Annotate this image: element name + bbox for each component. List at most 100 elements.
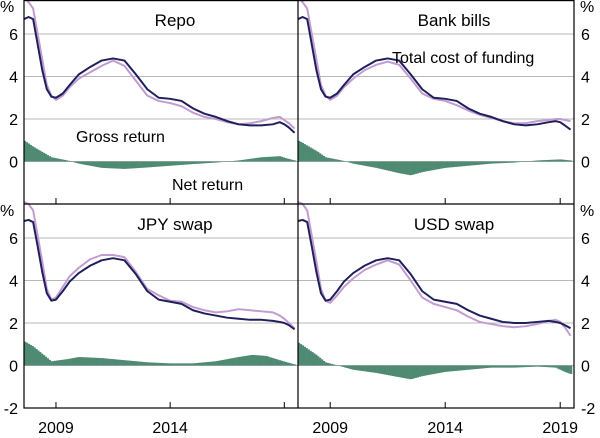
net-return-bar	[178, 363, 181, 366]
net-return-bar	[185, 363, 188, 366]
net-return-bar	[545, 365, 548, 368]
gridlines	[24, 33, 574, 366]
net-return-bar	[149, 161, 152, 168]
net-return-bar	[65, 160, 69, 162]
net-return-bar	[345, 365, 349, 368]
net-return-bar	[508, 161, 511, 163]
net-return-bar	[275, 359, 278, 366]
net-return-bar	[187, 363, 190, 366]
y-tick-label-right: 4	[581, 70, 590, 87]
net-return-bar	[235, 160, 238, 162]
net-return-bar	[269, 357, 272, 366]
net-return-bar	[309, 147, 312, 162]
net-return-bar	[219, 360, 223, 366]
net-return-bar	[267, 356, 270, 366]
x-tick-label: 2009	[312, 420, 348, 437]
net-return-bar	[216, 361, 219, 366]
net-return-bar	[342, 160, 345, 162]
net-return-bar	[552, 159, 556, 162]
net-return-bar	[109, 358, 112, 366]
net-return-bar	[265, 156, 268, 162]
net-return-bar	[25, 142, 29, 162]
net-return-bar	[238, 356, 242, 366]
net-return-bar	[411, 365, 414, 379]
net-return-bar	[221, 359, 225, 366]
net-return-bar	[504, 161, 508, 163]
net-return-bar	[195, 161, 198, 164]
net-return-bar	[380, 365, 383, 374]
tick-labels: 0 0 2 2 4 4 6 6 -2 -2 0 0 2 2 4 4 6 6 2009 2014 2009 2014 2019	[4, 27, 596, 437]
net-return-bar	[478, 161, 481, 165]
net-return-bar	[130, 360, 133, 366]
net-return-bar	[441, 161, 444, 169]
net-return-bar	[105, 161, 108, 169]
net-return-bar	[566, 160, 569, 162]
net-return-bar	[263, 355, 266, 366]
gross-return-line	[24, 0, 296, 130]
net-return-bar	[382, 365, 385, 375]
net-return-bar	[65, 359, 69, 366]
panel-title: USD swap	[414, 215, 494, 234]
net-return-bar	[487, 365, 490, 368]
net-return-bar	[254, 158, 257, 162]
net-return-bar	[388, 365, 391, 376]
net-return-bar	[391, 161, 395, 172]
net-return-bar	[506, 161, 510, 163]
y-tick-label-right: 2	[581, 316, 590, 333]
net-return-bar	[516, 161, 519, 163]
net-return-bar	[218, 360, 221, 366]
net-return-bar	[480, 161, 483, 165]
net-return-bar	[357, 161, 360, 165]
y-tick-label-left: -2	[4, 401, 18, 418]
net-return-bar	[476, 365, 479, 369]
net-return-bar	[292, 364, 295, 366]
net-return-bar	[476, 161, 479, 165]
net-return-bar	[115, 359, 118, 366]
net-return-bar	[537, 160, 540, 162]
net-return-bar	[535, 160, 538, 162]
net-return-bar	[143, 161, 147, 168]
net-return-bar	[399, 365, 402, 378]
net-return-bar	[113, 359, 116, 366]
net-return-bar	[491, 365, 494, 368]
net-return-bar	[491, 161, 494, 164]
x-tick-label: 2009	[38, 420, 74, 437]
net-return-bar	[149, 362, 152, 366]
net-return-bar	[37, 149, 40, 162]
net-return-bar	[193, 161, 196, 164]
net-return-bar	[457, 365, 460, 371]
net-return-bar	[307, 146, 310, 162]
net-return-bar	[359, 161, 362, 165]
net-return-bar	[401, 365, 404, 378]
net-return-bar	[340, 365, 343, 367]
net-return-bar	[531, 365, 534, 367]
net-return-bar	[164, 161, 167, 167]
net-return-bar	[506, 365, 510, 368]
net-return-bar	[361, 365, 364, 371]
net-return-bar	[407, 365, 410, 379]
net-return-bar	[368, 365, 372, 373]
net-return-bar	[60, 159, 63, 162]
net-return-bar	[395, 365, 398, 377]
net-return-bar	[200, 362, 204, 366]
net-return-bar	[50, 361, 53, 366]
net-return-bar	[457, 161, 460, 167]
net-return-bar	[547, 159, 550, 162]
net-return-bar	[560, 365, 563, 371]
net-return-bar	[273, 358, 276, 366]
net-return-bar	[510, 161, 513, 163]
net-return-bar	[554, 159, 557, 162]
net-return-bar	[481, 365, 485, 369]
net-return-bar	[435, 365, 439, 374]
net-return-bar	[278, 156, 282, 162]
net-return-bar	[560, 159, 563, 162]
net-return-bar	[334, 364, 337, 366]
net-return-bar	[284, 361, 287, 366]
net-return-bar	[98, 357, 101, 366]
net-return-bar	[145, 362, 148, 366]
net-return-bar	[134, 361, 137, 366]
x-tick-label: 2014	[152, 420, 188, 437]
net-return-bar	[172, 161, 175, 166]
net-return-bar	[332, 158, 335, 162]
net-return-bar	[202, 362, 205, 366]
